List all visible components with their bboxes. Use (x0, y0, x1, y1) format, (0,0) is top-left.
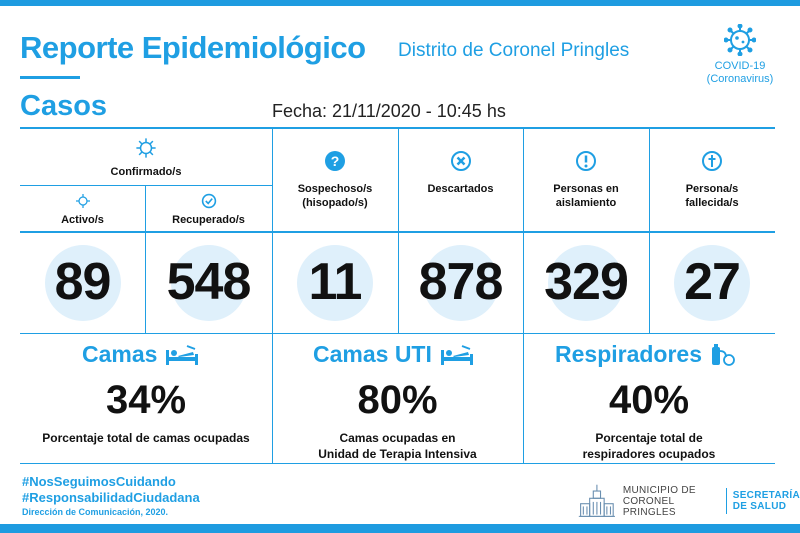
ventilators-desc-line2: respiradores ocupados (582, 447, 716, 461)
col-suspected-label1: Sospechoso/s (297, 183, 373, 195)
icu-beds-title-text: Camas UTI (313, 341, 432, 367)
decorative-circle (548, 245, 624, 321)
hashtag-1: #NosSeguimosCuidando (22, 474, 176, 489)
beds-title: Camas (82, 341, 199, 368)
decorative-circle (171, 245, 247, 321)
discarded-count: 878 (418, 253, 504, 311)
divider (272, 333, 273, 463)
title-underline (20, 76, 80, 79)
icu-beds-title: Camas UTI (313, 341, 474, 368)
beds-percent: 34% (105, 378, 187, 422)
decorative-circle (297, 245, 373, 321)
col-recovered-label: Recuperado/s (172, 214, 245, 226)
col-isolation-header: Personas en aislamiento (523, 150, 649, 210)
ventilators-percent: 40% (608, 378, 690, 422)
alert-icon (576, 151, 596, 171)
divider (523, 127, 524, 333)
ventilator-icon (712, 343, 735, 366)
virus-icon (136, 138, 156, 158)
ventilators-title: Respiradores (555, 341, 736, 368)
divider (523, 333, 524, 463)
col-discarded-header: Descartados (398, 150, 523, 196)
icu-beds-percent: 80% (357, 378, 438, 422)
cross-icon (702, 151, 722, 171)
badge-line2: (Coronavirus) (706, 73, 774, 85)
decorative-circle (674, 245, 750, 321)
col-recovered-header: Recuperado/s (145, 193, 272, 227)
close-circle-icon (450, 151, 471, 171)
page-title: Reporte Epidemiológico (20, 30, 366, 65)
divider (145, 185, 146, 333)
badge-line1: COVID-19 (714, 60, 766, 72)
question-icon: ? (325, 151, 345, 171)
muni-line2: CORONEL PRINGLES (622, 495, 676, 518)
cases-title: Casos (20, 90, 108, 122)
decorative-circle (45, 245, 121, 321)
divider (20, 185, 272, 186)
bottom-stripe (0, 524, 800, 533)
beds-desc-line1: Porcentaje total de camas ocupadas (42, 431, 250, 445)
col-active-label: Activo/s (61, 214, 104, 226)
divider (20, 127, 775, 129)
col-deceased-header: Persona/s fallecida/s (649, 150, 775, 210)
col-isolation-label2: aislamiento (555, 197, 617, 209)
col-isolation-label1: Personas en (553, 183, 619, 195)
bed-icon (166, 344, 199, 365)
top-stripe (0, 0, 800, 6)
covid-badge: COVID-19 (Coronavirus) (698, 24, 782, 86)
isolation-count: 329 (544, 253, 629, 311)
divider (20, 463, 775, 464)
svg-text:?: ? (331, 153, 340, 169)
confirmed-header: Confirmado/s (20, 137, 272, 179)
page-subtitle: Distrito de Coronel Pringles (398, 40, 630, 61)
col-suspected-label2: (hisopado/s) (302, 197, 368, 209)
bed-icon (440, 344, 473, 365)
ventilators-desc: Porcentaje total de respiradores ocupado… (523, 430, 775, 462)
virus-icon (724, 24, 756, 56)
col-deceased-label2: fallecida/s (685, 197, 739, 209)
col-suspected-header: ? Sospechoso/s (hisopado/s) (272, 150, 398, 210)
suspected-count: 11 (308, 253, 363, 311)
divider (725, 488, 727, 514)
muni-line1: MUNICIPIO DE (622, 484, 696, 496)
decorative-circle (423, 245, 499, 321)
deceased-count: 27 (684, 253, 741, 311)
divider (20, 231, 775, 233)
building-icon (578, 484, 616, 517)
icu-beds-desc-line2: Unidad de Terapia Intensiva (318, 447, 477, 461)
col-deceased-label1: Persona/s (685, 183, 739, 195)
health-secretary: SECRETARÍA DE SALUD (733, 490, 800, 512)
recovered-count: 548 (166, 253, 252, 311)
beds-title-text: Camas (82, 341, 158, 367)
sec-line2: DE SALUD (732, 501, 787, 512)
credit-text: Dirección de Comunicación, 2020. (22, 507, 169, 517)
ventilators-title-text: Respiradores (555, 341, 703, 367)
col-discarded-label: Descartados (427, 183, 494, 195)
confirmed-label: Confirmado/s (110, 166, 182, 178)
beds-desc: Porcentaje total de camas ocupadas (20, 430, 272, 446)
check-circle-icon (201, 193, 216, 209)
municipality-logo: MUNICIPIO DE CORONEL PRINGLES SECRETARÍA… (577, 482, 800, 520)
icu-beds-desc: Camas ocupadas en Unidad de Terapia Inte… (272, 430, 523, 462)
hashtag-2: #ResponsabilidadCiudadana (22, 490, 200, 505)
divider (649, 127, 650, 333)
municipality-name: MUNICIPIO DE CORONEL PRINGLES (623, 485, 720, 518)
col-active-header: Activo/s (20, 193, 145, 227)
divider (272, 127, 273, 333)
report-date: Fecha: 21/11/2020 - 10:45 hs (272, 101, 506, 121)
divider (20, 333, 775, 334)
active-count: 89 (54, 253, 112, 311)
ventilators-desc-line1: Porcentaje total de (595, 431, 703, 445)
icu-beds-desc-line1: Camas ocupadas en (339, 431, 456, 445)
sec-line1: SECRETARÍA (732, 490, 800, 501)
divider (398, 127, 399, 333)
virus-icon (75, 194, 90, 208)
